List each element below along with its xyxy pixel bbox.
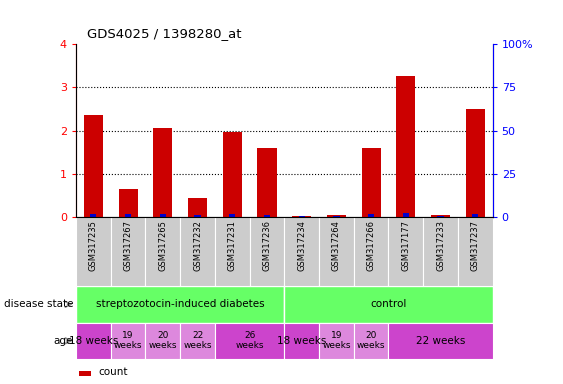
Bar [361,148,381,217]
Text: 22
weeks: 22 weeks [184,331,212,351]
Text: 19
weeks: 19 weeks [114,331,142,351]
Bar [437,216,444,217]
Text: GSM317236: GSM317236 [262,220,271,271]
Text: GSM317231: GSM317231 [228,220,236,271]
Bar [354,323,388,359]
Bar [431,215,450,217]
Bar [298,216,305,217]
Bar [292,216,311,217]
Bar [333,216,339,217]
Text: GSM317235: GSM317235 [89,220,98,271]
Text: streptozotocin-induced diabetes: streptozotocin-induced diabetes [96,299,265,310]
Text: GSM317264: GSM317264 [332,220,341,271]
Bar [319,323,354,359]
Bar [188,199,207,217]
Bar [388,217,423,286]
Text: 20
weeks: 20 weeks [149,331,177,351]
Bar [153,127,172,217]
Bar [78,371,91,376]
Text: GSM317237: GSM317237 [471,220,480,271]
Text: GDS4025 / 1398280_at: GDS4025 / 1398280_at [87,27,242,40]
Bar [90,214,96,217]
Text: GSM317233: GSM317233 [436,220,445,271]
Text: 20
weeks: 20 weeks [357,331,385,351]
Bar [319,217,354,286]
Bar [229,214,235,217]
Bar [257,148,276,217]
Bar [125,214,131,217]
Bar [223,132,242,217]
Text: control: control [370,299,406,310]
Text: GSM317267: GSM317267 [124,220,132,271]
Bar [327,215,346,217]
Text: 19
weeks: 19 weeks [322,331,351,351]
Text: GSM317234: GSM317234 [297,220,306,271]
Bar [111,217,145,286]
Text: GSM317265: GSM317265 [158,220,167,271]
Text: 26
weeks: 26 weeks [235,331,264,351]
Bar [76,286,284,323]
Bar [160,214,166,217]
Bar [111,323,145,359]
Text: age: age [54,336,73,346]
Text: GSM317266: GSM317266 [367,220,376,271]
Bar [180,323,215,359]
Text: count: count [99,367,128,377]
Bar [84,116,103,217]
Bar [119,189,137,217]
Bar [284,217,319,286]
Text: disease state: disease state [4,299,73,310]
Bar [76,217,111,286]
Bar [354,217,388,286]
Bar [396,76,415,217]
Bar [466,109,485,217]
Bar [180,217,215,286]
Bar [284,323,319,359]
Bar [76,323,111,359]
Bar [194,215,200,217]
Bar [284,286,493,323]
Text: 22 weeks: 22 weeks [416,336,465,346]
Bar [249,217,284,286]
Text: GSM317232: GSM317232 [193,220,202,271]
Bar [215,217,249,286]
Bar [215,323,284,359]
Text: GSM317177: GSM317177 [401,220,410,271]
Bar [472,214,479,217]
Bar [145,323,180,359]
Bar [388,323,493,359]
Bar [368,214,374,217]
Bar [458,217,493,286]
Bar [264,215,270,217]
Text: 18 weeks: 18 weeks [277,336,327,346]
Bar [403,213,409,217]
Text: 18 weeks: 18 weeks [69,336,118,346]
Bar [145,217,180,286]
Bar [423,217,458,286]
